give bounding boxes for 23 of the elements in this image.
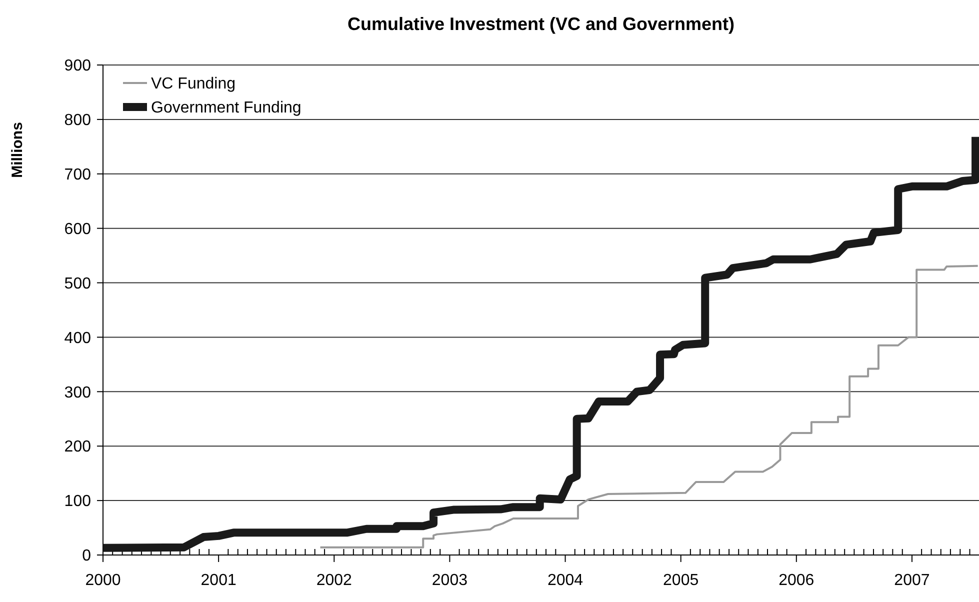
chart-title: Cumulative Investment (VC and Government): [347, 14, 735, 34]
x-tick-label: 2004: [547, 572, 584, 589]
x-tick-label: 2005: [663, 572, 699, 589]
legend-label: VC Funding: [151, 76, 236, 93]
y-tick-label: 200: [64, 438, 92, 456]
y-axis-title: Millions: [9, 122, 26, 178]
y-tick-label: 600: [64, 220, 92, 238]
x-tick-label: 2003: [432, 572, 468, 589]
y-tick-label: 0: [82, 548, 92, 565]
x-tick-label: 2007: [894, 572, 930, 589]
y-tick-label: 500: [64, 275, 92, 292]
y-tick-label: 100: [64, 493, 92, 510]
x-tick-label: 2000: [85, 572, 121, 589]
x-tick-label: 2002: [316, 572, 352, 589]
y-tick-label: 900: [64, 58, 92, 75]
y-tick-label: 800: [64, 112, 92, 130]
legend-label: Government Funding: [151, 100, 302, 117]
x-tick-label: 2001: [200, 572, 236, 589]
y-tick-label: 400: [64, 330, 92, 347]
x-tick-label: 2006: [778, 572, 814, 589]
y-tick-label: 300: [64, 384, 92, 402]
line-series: [319, 264, 979, 548]
y-tick-label: 700: [64, 166, 92, 184]
